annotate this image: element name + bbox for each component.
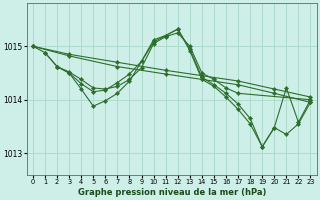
X-axis label: Graphe pression niveau de la mer (hPa): Graphe pression niveau de la mer (hPa): [77, 188, 266, 197]
